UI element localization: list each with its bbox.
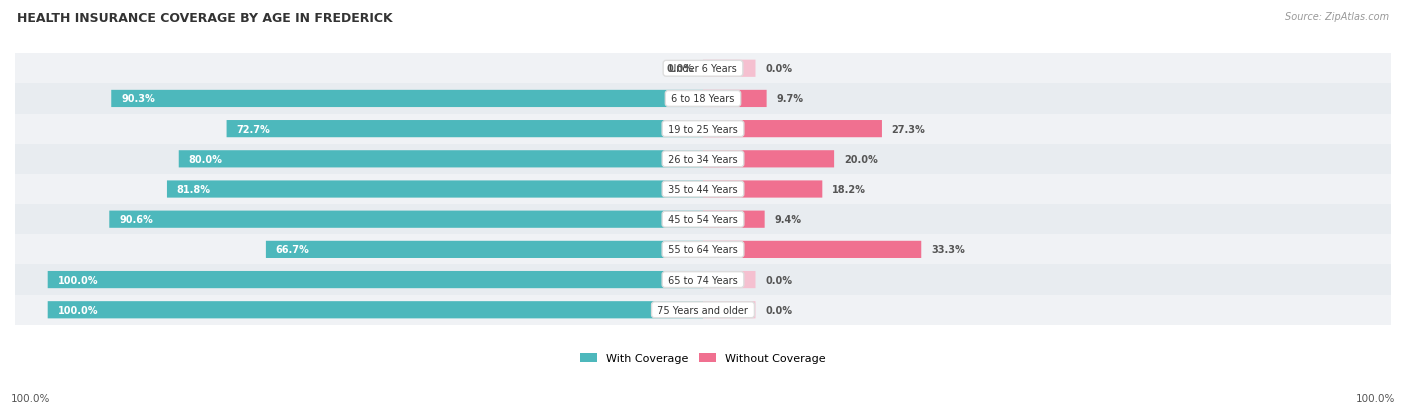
Text: 65 to 74 Years: 65 to 74 Years — [665, 275, 741, 285]
Text: 20.0%: 20.0% — [844, 154, 877, 164]
FancyBboxPatch shape — [110, 211, 703, 228]
FancyBboxPatch shape — [15, 235, 1391, 265]
FancyBboxPatch shape — [48, 271, 703, 289]
FancyBboxPatch shape — [226, 121, 703, 138]
FancyBboxPatch shape — [703, 211, 765, 228]
Text: 90.3%: 90.3% — [121, 94, 155, 104]
FancyBboxPatch shape — [48, 301, 703, 318]
Text: 100.0%: 100.0% — [1355, 393, 1395, 403]
Text: 80.0%: 80.0% — [188, 154, 222, 164]
Text: 33.3%: 33.3% — [931, 245, 965, 255]
Text: 0.0%: 0.0% — [765, 275, 792, 285]
FancyBboxPatch shape — [703, 301, 755, 318]
FancyBboxPatch shape — [703, 181, 823, 198]
FancyBboxPatch shape — [15, 174, 1391, 204]
Text: 6 to 18 Years: 6 to 18 Years — [668, 94, 738, 104]
Text: 0.0%: 0.0% — [666, 64, 693, 74]
Text: 100.0%: 100.0% — [11, 393, 51, 403]
Text: 45 to 54 Years: 45 to 54 Years — [665, 215, 741, 225]
Text: 26 to 34 Years: 26 to 34 Years — [665, 154, 741, 164]
Text: 0.0%: 0.0% — [765, 64, 792, 74]
Text: 75 Years and older: 75 Years and older — [655, 305, 751, 315]
Text: 9.4%: 9.4% — [775, 215, 801, 225]
FancyBboxPatch shape — [266, 241, 703, 259]
FancyBboxPatch shape — [15, 145, 1391, 174]
FancyBboxPatch shape — [15, 84, 1391, 114]
FancyBboxPatch shape — [703, 90, 766, 108]
Text: 19 to 25 Years: 19 to 25 Years — [665, 124, 741, 134]
Text: Under 6 Years: Under 6 Years — [666, 64, 740, 74]
Text: 55 to 64 Years: 55 to 64 Years — [665, 245, 741, 255]
FancyBboxPatch shape — [167, 181, 703, 198]
FancyBboxPatch shape — [15, 204, 1391, 235]
FancyBboxPatch shape — [111, 90, 703, 108]
Text: 35 to 44 Years: 35 to 44 Years — [665, 185, 741, 195]
Text: 27.3%: 27.3% — [891, 124, 925, 134]
Text: 100.0%: 100.0% — [58, 305, 98, 315]
FancyBboxPatch shape — [703, 151, 834, 168]
Text: Source: ZipAtlas.com: Source: ZipAtlas.com — [1285, 12, 1389, 22]
Text: 66.7%: 66.7% — [276, 245, 309, 255]
Text: HEALTH INSURANCE COVERAGE BY AGE IN FREDERICK: HEALTH INSURANCE COVERAGE BY AGE IN FRED… — [17, 12, 392, 25]
Text: 18.2%: 18.2% — [832, 185, 866, 195]
Text: 9.7%: 9.7% — [776, 94, 803, 104]
FancyBboxPatch shape — [703, 241, 921, 259]
Text: 90.6%: 90.6% — [120, 215, 153, 225]
FancyBboxPatch shape — [703, 271, 755, 289]
FancyBboxPatch shape — [15, 265, 1391, 295]
FancyBboxPatch shape — [703, 60, 755, 78]
FancyBboxPatch shape — [15, 54, 1391, 84]
Legend: With Coverage, Without Coverage: With Coverage, Without Coverage — [576, 349, 830, 368]
FancyBboxPatch shape — [15, 295, 1391, 325]
FancyBboxPatch shape — [179, 151, 703, 168]
Text: 100.0%: 100.0% — [58, 275, 98, 285]
FancyBboxPatch shape — [15, 114, 1391, 145]
FancyBboxPatch shape — [703, 121, 882, 138]
Text: 81.8%: 81.8% — [177, 185, 211, 195]
Text: 72.7%: 72.7% — [236, 124, 270, 134]
Text: 0.0%: 0.0% — [765, 305, 792, 315]
